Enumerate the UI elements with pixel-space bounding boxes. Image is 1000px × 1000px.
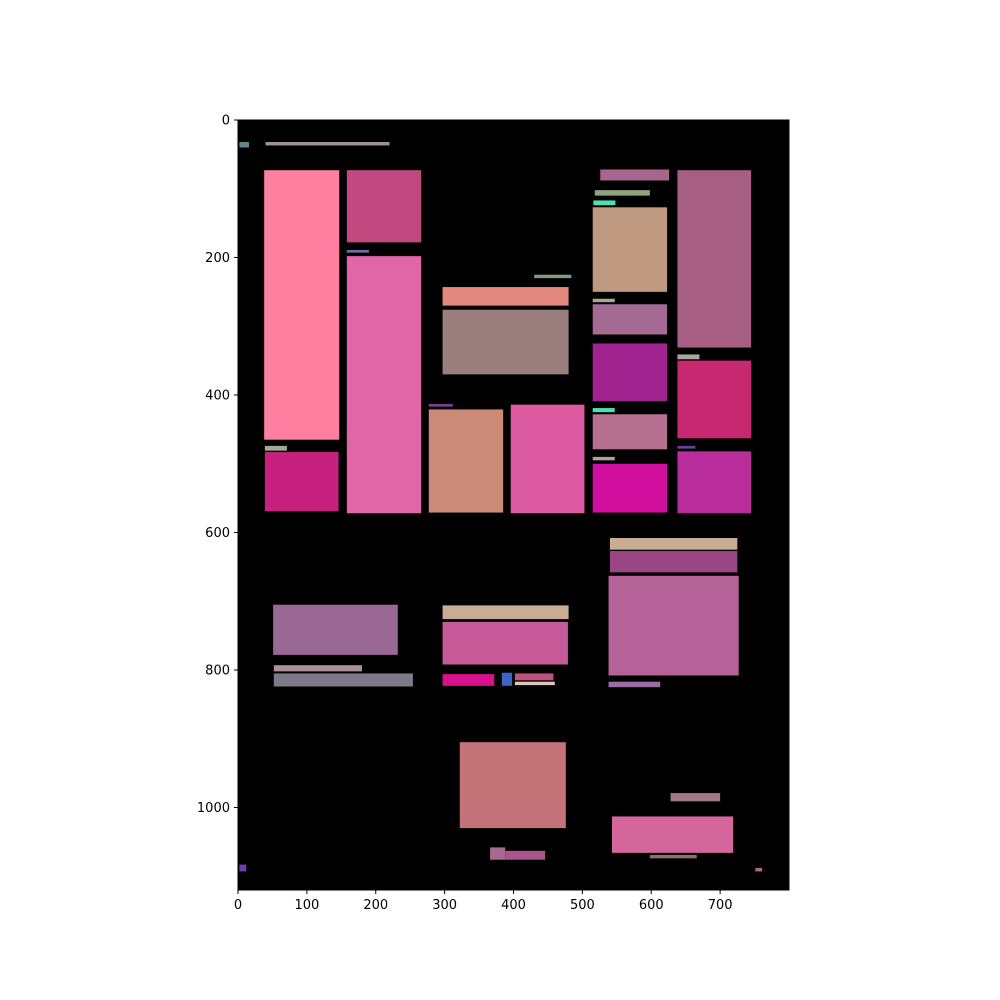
rect-49 bbox=[239, 864, 247, 872]
rect-29 bbox=[677, 451, 752, 514]
x-tick-label: 0 bbox=[234, 898, 242, 913]
rectangles-layer bbox=[239, 142, 763, 872]
rect-12 bbox=[428, 409, 504, 513]
y-tick-label: 400 bbox=[205, 389, 230, 404]
rect-6 bbox=[264, 445, 287, 451]
rect-2 bbox=[264, 170, 340, 440]
x-tick-label: 300 bbox=[432, 898, 457, 913]
rect-16 bbox=[593, 200, 616, 206]
rect-34 bbox=[273, 604, 398, 655]
rect-41 bbox=[514, 673, 554, 681]
rect-1 bbox=[265, 142, 390, 146]
rect-31 bbox=[609, 551, 738, 573]
rect-36 bbox=[273, 673, 413, 687]
rect-17 bbox=[592, 207, 668, 292]
rect-45 bbox=[505, 850, 546, 860]
x-tick-label: 600 bbox=[639, 898, 664, 913]
rect-30 bbox=[609, 538, 738, 550]
rect-44 bbox=[490, 847, 506, 860]
x-tick-label: 500 bbox=[570, 898, 595, 913]
rect-32 bbox=[608, 575, 739, 676]
rect-37 bbox=[442, 605, 569, 620]
rect-10 bbox=[534, 274, 572, 279]
rect-38 bbox=[442, 621, 568, 665]
rect-11 bbox=[428, 403, 453, 407]
y-tick-label: 600 bbox=[205, 526, 230, 541]
rect-14 bbox=[600, 169, 670, 181]
rect-23 bbox=[592, 456, 615, 461]
rect-47 bbox=[611, 816, 734, 853]
y-tick-label: 1000 bbox=[197, 801, 230, 816]
rect-13 bbox=[510, 404, 585, 514]
rect-42 bbox=[514, 681, 555, 686]
y-tick-label: 800 bbox=[205, 664, 230, 679]
rect-15 bbox=[594, 190, 650, 196]
y-tick-label: 200 bbox=[205, 251, 230, 266]
rect-18 bbox=[592, 298, 615, 303]
rect-9 bbox=[442, 309, 569, 375]
rect-19 bbox=[592, 304, 668, 335]
x-axis: 0 100 200 300 400 500 600 700 bbox=[234, 890, 733, 913]
y-axis: 0 200 400 600 800 1000 bbox=[197, 114, 238, 816]
rect-7 bbox=[264, 452, 339, 512]
rect-35 bbox=[273, 665, 362, 672]
rect-33 bbox=[608, 681, 661, 688]
rect-39 bbox=[442, 674, 495, 686]
rect-24 bbox=[592, 463, 668, 513]
rect-4 bbox=[346, 249, 369, 253]
rect-3 bbox=[346, 170, 422, 243]
rect-20 bbox=[592, 343, 668, 402]
rect-43 bbox=[459, 742, 566, 829]
x-tick-label: 400 bbox=[501, 898, 526, 913]
x-tick-label: 200 bbox=[363, 898, 388, 913]
rect-40 bbox=[501, 672, 513, 686]
rect-27 bbox=[677, 360, 752, 439]
rect-22 bbox=[592, 414, 668, 450]
rect-48 bbox=[649, 854, 697, 859]
rect-26 bbox=[677, 354, 700, 360]
x-tick-label: 100 bbox=[294, 898, 319, 913]
rect-25 bbox=[677, 170, 752, 348]
rect-50 bbox=[755, 868, 763, 872]
rect-46 bbox=[670, 793, 721, 802]
x-tick-label: 700 bbox=[708, 898, 733, 913]
rect-8 bbox=[442, 287, 569, 306]
rect-21 bbox=[592, 408, 615, 413]
rect-5 bbox=[346, 256, 422, 514]
rect-0 bbox=[239, 142, 250, 148]
rect-28 bbox=[677, 445, 696, 449]
y-tick-label: 0 bbox=[222, 114, 230, 129]
